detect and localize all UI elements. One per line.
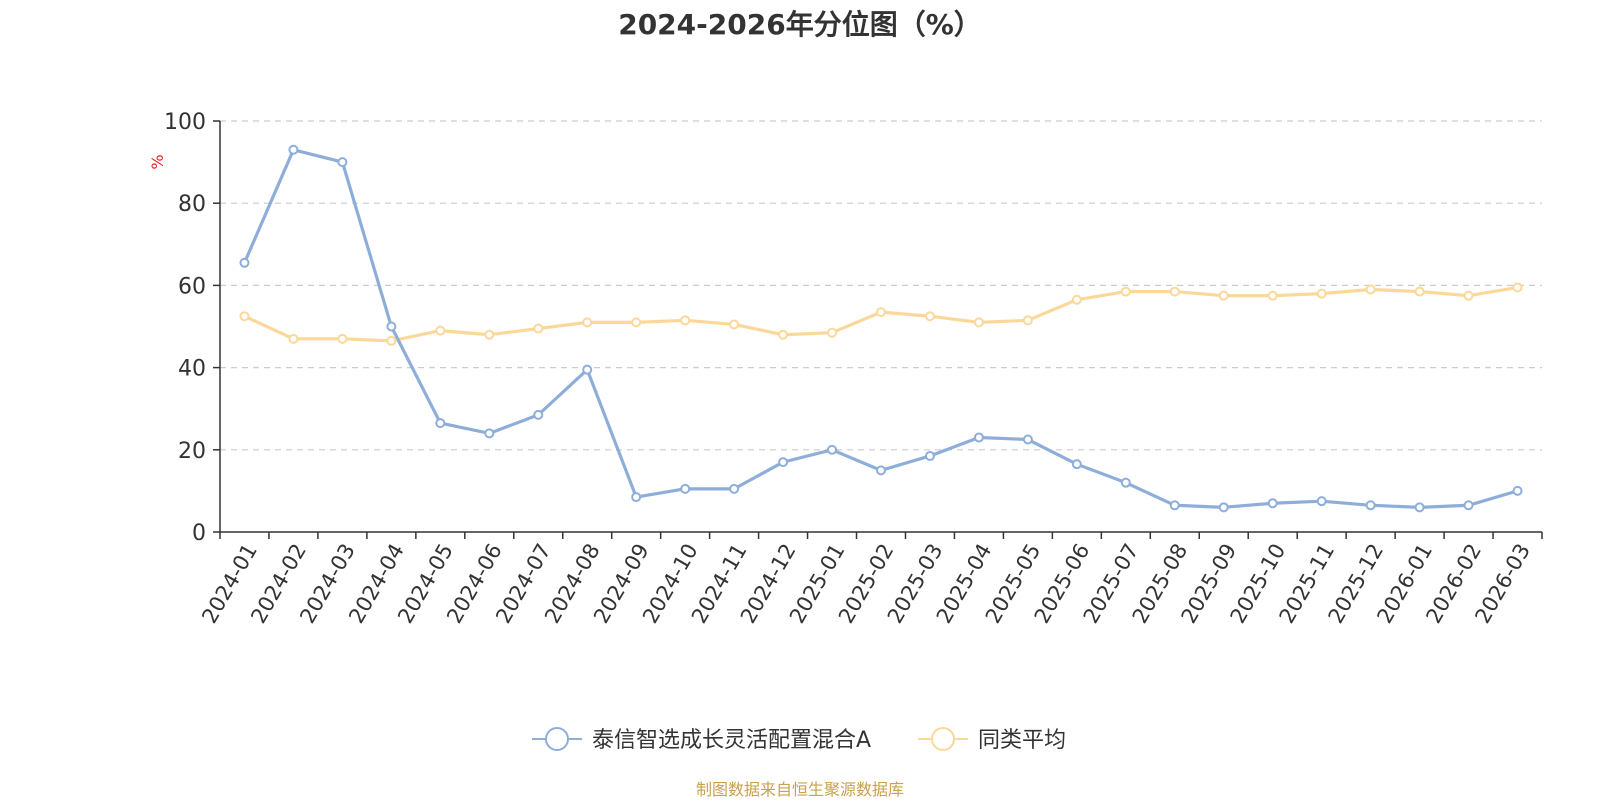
data-point-1[interactable] [827, 327, 838, 338]
data-point-1[interactable] [1414, 286, 1425, 297]
data-point-0[interactable] [1316, 496, 1327, 507]
data-point-0[interactable] [1365, 500, 1376, 511]
source-note: 制图数据来自恒生聚源数据库 [696, 780, 904, 799]
data-point-0[interactable] [1071, 459, 1082, 470]
chart-title: 2024-2026年分位图（%） [618, 8, 982, 41]
data-point-0[interactable] [1120, 477, 1131, 488]
data-point-0[interactable] [778, 457, 789, 468]
y-tick-label: 40 [178, 357, 206, 382]
data-point-0[interactable] [1267, 498, 1278, 509]
legend-marker [931, 727, 955, 751]
data-point-1[interactable] [337, 333, 348, 344]
data-point-1[interactable] [778, 329, 789, 340]
data-point-1[interactable] [924, 311, 935, 322]
y-tick-label: 20 [178, 439, 206, 464]
data-point-0[interactable] [876, 465, 886, 476]
legend-label: 同类平均 [978, 728, 1066, 753]
data-point-1[interactable] [973, 317, 984, 328]
data-point-0[interactable] [631, 492, 642, 503]
data-point-1[interactable] [729, 319, 740, 330]
data-point-0[interactable] [386, 321, 397, 332]
data-point-0[interactable] [973, 432, 984, 443]
data-point-1[interactable] [1022, 315, 1033, 326]
data-point-1[interactable] [1463, 290, 1474, 301]
legend: 泰信智选成长灵活配置混合A 同类平均 [532, 727, 1066, 753]
data-point-1[interactable] [680, 315, 691, 326]
data-point-0[interactable] [1022, 434, 1033, 445]
data-point-0[interactable] [533, 409, 544, 420]
legend-item-1[interactable]: 同类平均 [918, 727, 1066, 753]
data-point-1[interactable] [1267, 290, 1278, 301]
data-point-1[interactable] [1316, 288, 1327, 299]
grid-lines [220, 120, 1542, 451]
data-point-0[interactable] [1414, 502, 1425, 513]
axes: 0204060801002024-012024-022024-032024-04… [164, 110, 1543, 627]
data-point-0[interactable] [680, 483, 691, 494]
data-point-1[interactable] [288, 333, 299, 344]
data-point-0[interactable] [337, 157, 348, 168]
data-point-0[interactable] [1169, 500, 1180, 511]
data-point-0[interactable] [827, 444, 838, 455]
data-point-1[interactable] [1169, 286, 1180, 297]
data-point-0[interactable] [729, 483, 740, 494]
data-point-0[interactable] [239, 257, 250, 268]
data-point-1[interactable] [631, 317, 642, 328]
data-point-0[interactable] [1218, 502, 1229, 513]
data-point-1[interactable] [1120, 286, 1131, 297]
data-point-0[interactable] [1463, 500, 1474, 511]
data-point-0[interactable] [924, 450, 935, 461]
data-point-1[interactable] [1218, 290, 1229, 301]
data-point-1[interactable] [876, 307, 886, 318]
data-point-1[interactable] [484, 329, 495, 340]
data-point-0[interactable] [484, 428, 495, 439]
data-point-1[interactable] [533, 323, 544, 334]
data-point-1[interactable] [1365, 284, 1376, 295]
data-point-0[interactable] [582, 364, 593, 375]
series-layer [239, 144, 1523, 513]
legend-item-0[interactable]: 泰信智选成长灵活配置混合A [532, 727, 871, 753]
data-point-0[interactable] [435, 418, 446, 429]
data-point-1[interactable] [1071, 294, 1082, 305]
legend-marker [545, 727, 569, 751]
y-tick-label: 0 [192, 521, 206, 546]
data-point-1[interactable] [435, 325, 446, 336]
data-point-0[interactable] [288, 144, 299, 155]
y-tick-label: 60 [178, 274, 206, 299]
legend-label: 泰信智选成长灵活配置混合A [592, 728, 871, 753]
y-axis-unit: % [148, 154, 167, 169]
data-point-1[interactable] [582, 317, 593, 328]
data-point-1[interactable] [1512, 282, 1523, 293]
data-point-1[interactable] [386, 335, 397, 346]
data-point-1[interactable] [239, 311, 250, 322]
y-tick-label: 100 [164, 110, 206, 135]
data-point-0[interactable] [1512, 485, 1523, 496]
y-tick-label: 80 [178, 192, 206, 217]
